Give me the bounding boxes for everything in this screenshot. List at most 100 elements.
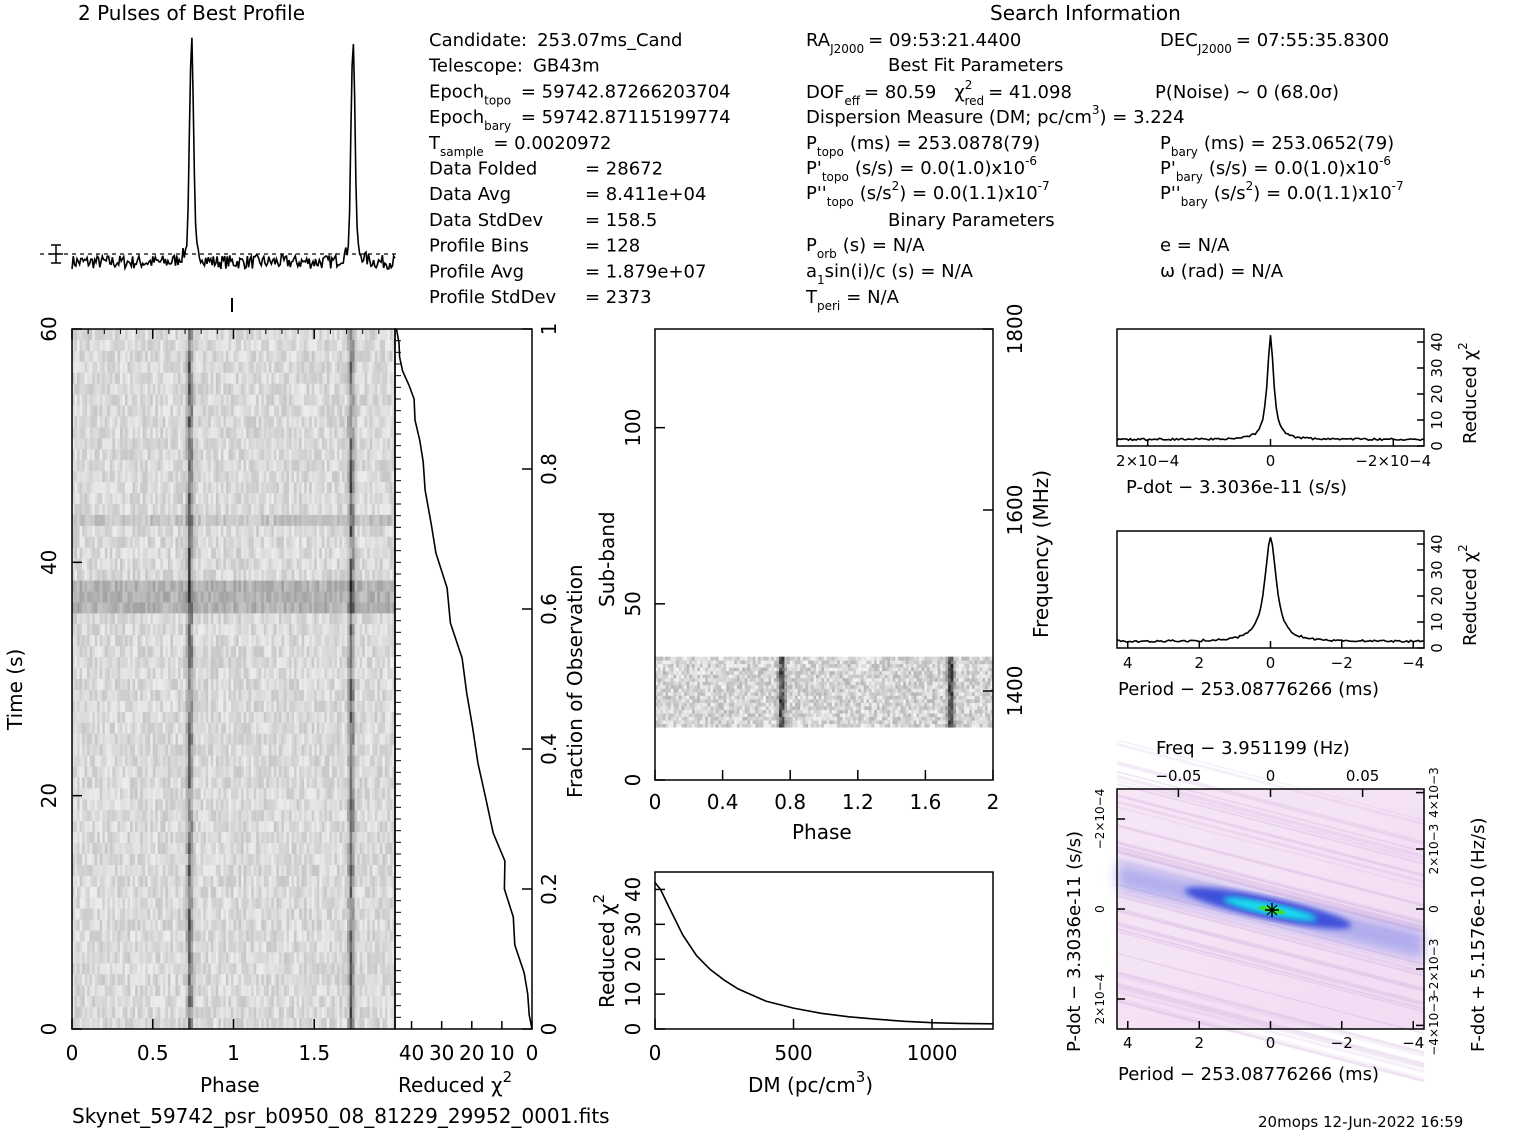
time-phase-cell xyxy=(122,668,126,680)
time-phase-cell xyxy=(119,339,123,352)
time-phase-cell xyxy=(114,525,118,538)
time-phase-cell xyxy=(241,460,244,472)
time-phase-cell xyxy=(344,329,348,341)
time-phase-cell xyxy=(349,438,353,450)
time-phase-cell xyxy=(160,722,164,735)
time-phase-cell xyxy=(379,504,383,516)
time-phase-cell xyxy=(79,700,83,713)
time-phase-cell xyxy=(336,689,340,702)
time-phase-cell xyxy=(271,657,275,669)
time-phase-cell xyxy=(278,679,282,691)
time-phase-cell xyxy=(142,657,146,669)
time-phase-cell xyxy=(92,679,96,691)
time-phase-cell xyxy=(218,460,222,472)
time-phase-cell xyxy=(157,646,161,658)
time-phase-cell xyxy=(102,689,106,702)
time-phase-cell xyxy=(306,361,310,374)
time-phase-cell xyxy=(241,711,244,724)
time-phase-cell xyxy=(157,460,161,472)
time-phase-cell xyxy=(200,744,204,756)
time-phase-cell xyxy=(195,416,199,428)
time-phase-cell xyxy=(253,514,257,527)
time-phase-cell xyxy=(299,547,303,560)
time-phase-cell xyxy=(223,339,227,352)
time-phase-cell xyxy=(188,361,191,374)
time-phase-cell xyxy=(374,536,378,549)
time-phase-cell xyxy=(82,405,86,417)
time-phase-cell xyxy=(97,547,101,560)
time-phase-cell xyxy=(339,580,343,592)
time-phase-cell xyxy=(167,394,171,406)
time-phase-cell xyxy=(326,646,330,658)
time-phase-cell xyxy=(175,361,179,374)
time-phase-cell xyxy=(271,504,275,516)
time-phase-cell xyxy=(152,679,156,691)
time-phase-cell xyxy=(170,733,174,746)
time-phase-cell xyxy=(228,514,232,527)
time-phase-cell xyxy=(213,383,217,396)
time-phase-cell xyxy=(130,525,133,538)
time-phase-cell xyxy=(326,635,330,647)
time-phase-cell xyxy=(233,711,237,724)
time-phase-cell xyxy=(286,525,290,538)
time-phase-cell xyxy=(155,394,159,406)
time-phase-cell xyxy=(99,493,103,505)
time-phase-cell xyxy=(387,580,391,592)
time-phase-cell xyxy=(155,460,159,472)
time-phase-cell xyxy=(198,646,202,658)
time-phase-cell xyxy=(324,624,328,636)
time-phase-cell xyxy=(283,657,287,669)
time-phase-cell xyxy=(377,482,381,494)
time-phase-cell xyxy=(175,525,179,538)
time-phase-cell xyxy=(389,657,393,669)
time-phase-cell xyxy=(72,361,75,374)
time-phase-cell xyxy=(183,493,186,505)
time-phase-cell xyxy=(382,657,386,669)
time-phase-cell xyxy=(77,646,80,658)
time-phase-cell xyxy=(367,394,371,406)
time-phase-cell xyxy=(183,504,186,516)
time-phase-cell xyxy=(382,733,386,746)
time-phase-cell xyxy=(316,383,320,396)
time-phase-cell xyxy=(344,700,348,713)
time-phase-cell xyxy=(314,733,318,746)
time-phase-cell xyxy=(102,722,106,735)
time-phase-cell xyxy=(190,427,194,439)
time-phase-cell xyxy=(336,525,340,538)
time-phase-cell xyxy=(213,482,217,494)
time-phase-cell xyxy=(210,689,214,702)
time-phase-cell xyxy=(117,482,121,494)
time-phase-cell xyxy=(336,722,340,735)
time-phase-cell xyxy=(299,558,303,571)
time-phase-cell xyxy=(150,679,154,691)
time-phase-cell xyxy=(104,711,108,724)
time-phase-cell xyxy=(347,449,350,461)
time-phase-cell xyxy=(200,646,204,658)
time-phase-cell xyxy=(291,427,295,439)
time-phase-cell xyxy=(122,700,126,713)
time-phase-cell xyxy=(357,711,361,724)
time-phase-cell xyxy=(304,460,308,472)
time-phase-cell xyxy=(236,449,239,461)
time-phase-cell xyxy=(135,689,139,702)
time-phase-cell xyxy=(114,700,118,713)
time-phase-cell xyxy=(352,427,356,439)
time-phase-cell xyxy=(236,689,239,702)
time-phase-cell xyxy=(357,722,361,735)
time-phase-cell xyxy=(319,383,323,396)
time-phase-cell xyxy=(109,361,113,374)
time-phase-cell xyxy=(160,350,164,363)
time-phase-cell xyxy=(177,405,181,417)
time-phase-cell xyxy=(347,350,350,363)
time-phase-cell xyxy=(203,471,207,483)
time-phase-cell xyxy=(324,689,328,702)
time-phase-cell xyxy=(215,646,219,658)
time-phase-cell xyxy=(362,635,366,647)
time-phase-cell xyxy=(246,416,250,428)
time-phase-cell xyxy=(283,679,287,691)
time-phase-cell xyxy=(379,416,383,428)
time-phase-cell xyxy=(160,733,164,746)
time-phase-cell xyxy=(364,339,368,352)
time-phase-cell xyxy=(271,700,275,713)
time-phase-cell xyxy=(304,722,308,735)
